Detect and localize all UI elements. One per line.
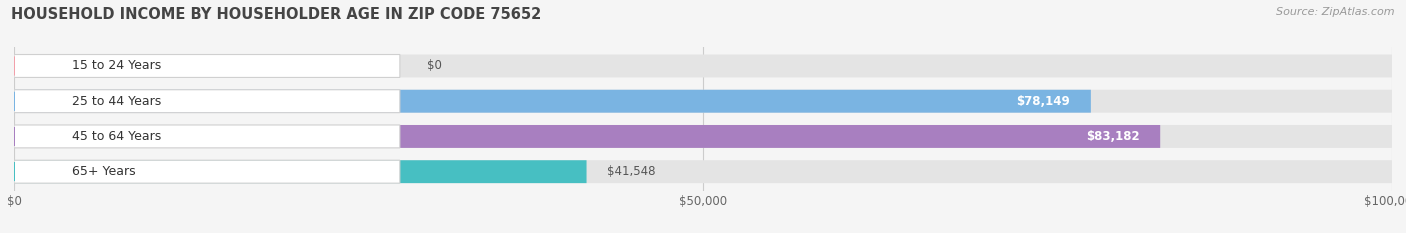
Text: $41,548: $41,548 — [607, 165, 655, 178]
Text: 65+ Years: 65+ Years — [72, 165, 135, 178]
Text: 15 to 24 Years: 15 to 24 Years — [72, 59, 162, 72]
FancyBboxPatch shape — [14, 90, 1091, 113]
Text: $83,182: $83,182 — [1085, 130, 1139, 143]
Text: $78,149: $78,149 — [1017, 95, 1070, 108]
Text: $0: $0 — [427, 59, 443, 72]
Text: Source: ZipAtlas.com: Source: ZipAtlas.com — [1277, 7, 1395, 17]
Text: 25 to 44 Years: 25 to 44 Years — [72, 95, 162, 108]
FancyBboxPatch shape — [14, 90, 399, 113]
FancyBboxPatch shape — [14, 55, 1392, 77]
FancyBboxPatch shape — [14, 125, 1392, 148]
Text: HOUSEHOLD INCOME BY HOUSEHOLDER AGE IN ZIP CODE 75652: HOUSEHOLD INCOME BY HOUSEHOLDER AGE IN Z… — [11, 7, 541, 22]
FancyBboxPatch shape — [14, 125, 1160, 148]
FancyBboxPatch shape — [14, 90, 1392, 113]
FancyBboxPatch shape — [14, 125, 399, 148]
FancyBboxPatch shape — [14, 55, 399, 77]
FancyBboxPatch shape — [14, 160, 586, 183]
FancyBboxPatch shape — [14, 160, 1392, 183]
Text: 45 to 64 Years: 45 to 64 Years — [72, 130, 162, 143]
FancyBboxPatch shape — [14, 160, 399, 183]
